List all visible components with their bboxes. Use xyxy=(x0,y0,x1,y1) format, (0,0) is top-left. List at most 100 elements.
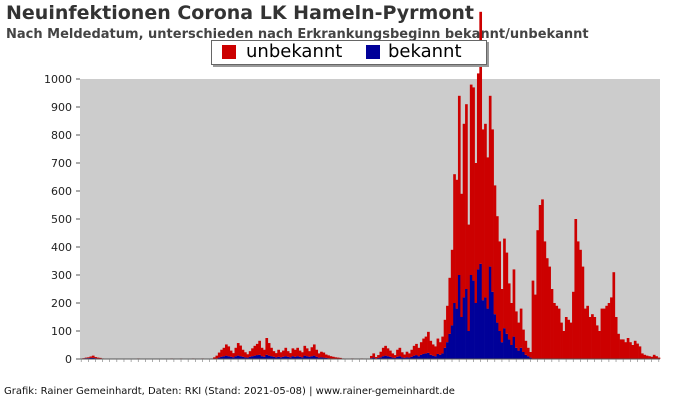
bar-unbekannt xyxy=(248,351,252,357)
bar-bekannt xyxy=(239,356,242,359)
bar-unbekannt xyxy=(524,340,528,355)
bar-unbekannt xyxy=(339,357,342,359)
bar-bekannt xyxy=(260,356,264,359)
bar-unbekannt xyxy=(500,289,504,343)
bar-unbekannt xyxy=(334,357,338,359)
bar-unbekannt xyxy=(431,344,435,356)
bar-unbekannt xyxy=(255,343,259,356)
bar-bekannt xyxy=(303,355,307,359)
bar-bekannt xyxy=(486,308,490,359)
bar-bekannt xyxy=(493,314,497,359)
bar-unbekannt xyxy=(279,352,283,358)
bar-unbekannt xyxy=(588,317,592,359)
bar-unbekannt xyxy=(331,356,335,359)
legend-label-unbekannt: unbekannt xyxy=(246,41,343,62)
bar-unbekannt xyxy=(574,219,578,359)
bar-bekannt xyxy=(526,356,530,359)
bar-unbekannt xyxy=(631,345,635,359)
bar-bekannt xyxy=(258,354,261,359)
bar-unbekannt xyxy=(96,357,100,359)
bar-bekannt xyxy=(424,353,428,359)
y-tick-label: 900 xyxy=(51,101,72,114)
bar-bekannt xyxy=(284,356,288,359)
bar-unbekannt xyxy=(462,123,466,298)
y-tick-label: 700 xyxy=(51,157,72,170)
bar-bekannt xyxy=(384,355,387,359)
bar-unbekannt xyxy=(213,357,216,359)
bar-unbekannt xyxy=(453,174,456,303)
bar-unbekannt xyxy=(398,347,402,357)
chart-subtitle: Nach Meldedatum, unterschieden nach Erkr… xyxy=(6,27,589,42)
bars-group xyxy=(80,11,661,359)
y-tick-label: 200 xyxy=(51,297,72,310)
bar-unbekannt xyxy=(567,319,570,359)
chart-footer: Grafik: Rainer Gemeinhardt, Daten: RKI (… xyxy=(4,386,455,397)
bar-bekannt xyxy=(476,269,480,359)
bar-unbekannt xyxy=(469,84,473,275)
y-tick-label: 1000 xyxy=(44,73,72,86)
bar-unbekannt xyxy=(505,252,509,334)
bar-unbekannt xyxy=(315,349,319,357)
bar-bekannt xyxy=(320,357,323,359)
bar-bekannt xyxy=(507,339,511,359)
bar-bekannt xyxy=(419,354,423,359)
bar-bekannt xyxy=(396,356,399,359)
bar-bekannt xyxy=(236,355,240,359)
bar-bekannt xyxy=(291,356,295,359)
bar-bekannt xyxy=(251,356,254,359)
bar-unbekannt xyxy=(450,249,454,326)
bar-bekannt xyxy=(315,356,319,359)
bar-bekannt xyxy=(503,328,506,359)
bar-bekannt xyxy=(305,356,309,359)
bar-unbekannt xyxy=(555,305,559,359)
bar-unbekannt xyxy=(227,346,231,357)
bar-bekannt xyxy=(446,342,449,359)
bar-unbekannt xyxy=(239,345,242,357)
bar-unbekannt xyxy=(517,322,521,351)
bar-bekannt xyxy=(312,355,316,359)
bar-unbekannt xyxy=(614,317,618,359)
bar-bekannt xyxy=(225,355,228,359)
legend-swatch-unbekannt xyxy=(222,45,236,59)
bar-unbekannt xyxy=(389,350,392,357)
bar-unbekannt xyxy=(282,350,285,357)
bar-bekannt xyxy=(277,356,280,359)
bar-unbekannt xyxy=(87,357,90,359)
bar-unbekannt xyxy=(372,353,376,358)
bar-unbekannt xyxy=(548,266,551,359)
bar-bekannt xyxy=(289,357,292,359)
bar-bekannt xyxy=(393,357,397,359)
bar-unbekannt xyxy=(377,355,380,358)
bar-bekannt xyxy=(377,357,380,359)
bar-unbekannt xyxy=(503,238,506,329)
bar-bekannt xyxy=(505,333,509,359)
bar-unbekannt xyxy=(536,230,540,359)
bar-unbekannt xyxy=(215,355,219,359)
bar-bekannt xyxy=(510,345,513,359)
legend-label-bekannt: bekannt xyxy=(388,41,462,62)
bar-unbekannt xyxy=(598,331,601,359)
bar-unbekannt xyxy=(581,266,585,359)
bar-bekannt xyxy=(89,357,93,359)
y-tick-label: 0 xyxy=(65,353,72,366)
bar-bekannt xyxy=(229,356,233,359)
bar-unbekannt xyxy=(234,347,238,357)
bar-unbekannt xyxy=(652,354,656,359)
bar-unbekannt xyxy=(617,333,620,359)
bar-bekannt xyxy=(517,350,521,359)
bar-unbekannt xyxy=(569,322,573,359)
bar-unbekannt xyxy=(534,294,537,359)
bar-bekannt xyxy=(408,357,411,359)
bar-unbekannt xyxy=(441,336,444,354)
bar-unbekannt xyxy=(232,353,235,358)
bar-unbekannt xyxy=(600,308,604,359)
bar-bekannt xyxy=(462,297,466,359)
bar-unbekannt xyxy=(488,95,492,267)
bar-unbekannt xyxy=(495,216,499,323)
bar-unbekannt xyxy=(626,338,630,359)
y-tick-label: 500 xyxy=(51,213,72,226)
bar-unbekannt xyxy=(384,345,387,356)
bar-bekannt xyxy=(488,266,492,359)
bar-unbekannt xyxy=(645,355,649,359)
bar-bekannt xyxy=(453,303,456,359)
